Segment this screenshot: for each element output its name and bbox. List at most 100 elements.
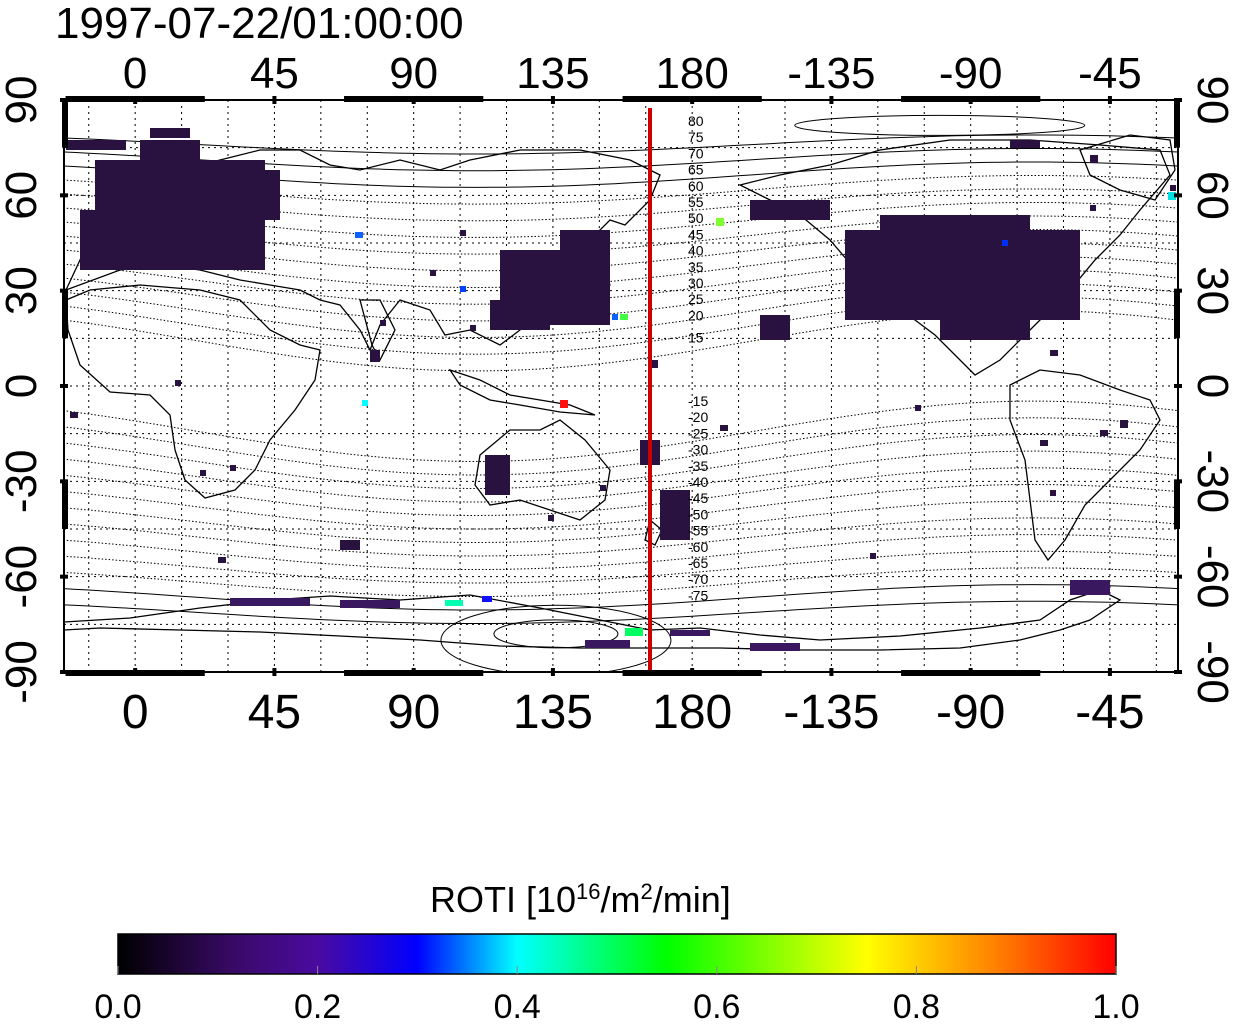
high-roti-points bbox=[355, 192, 1176, 636]
lat-label-right: -90 bbox=[1188, 640, 1237, 704]
magnetic-latitude-label: -55 bbox=[688, 523, 708, 539]
lon-label-top: 135 bbox=[516, 49, 589, 98]
north-america-cluster bbox=[750, 200, 1080, 340]
lon-label-top: 180 bbox=[655, 49, 728, 98]
magnetic-latitude-label: 50 bbox=[688, 210, 704, 226]
axis-labels: 0045459090135135180180-135-135-90-90-45-… bbox=[0, 49, 1237, 739]
lat-label-left: 0 bbox=[0, 374, 46, 398]
magnetic-latitude-label: -65 bbox=[688, 555, 708, 571]
lat-tick-left bbox=[60, 574, 68, 579]
magnetic-contour bbox=[64, 517, 1178, 557]
magnetic-latitude-label: -45 bbox=[688, 490, 708, 506]
magnetic-contour bbox=[64, 296, 1178, 355]
axis-band-top bbox=[65, 96, 205, 102]
lon-label-top: 0 bbox=[123, 49, 147, 98]
magnetic-latitude-label: 15 bbox=[688, 330, 704, 346]
lon-label-top: 45 bbox=[250, 49, 299, 98]
lat-tick-right bbox=[1174, 574, 1182, 579]
axis-band-bottom bbox=[65, 670, 205, 676]
lon-label-top: -90 bbox=[939, 49, 1003, 98]
plot-title: 1997-07-22/01:00:00 bbox=[55, 0, 464, 48]
magnetic-contour bbox=[64, 255, 1178, 305]
lon-tick-bottom bbox=[550, 668, 555, 676]
lon-tick-top bbox=[272, 96, 277, 104]
lon-tick-top bbox=[550, 96, 555, 104]
magnetic-contour bbox=[64, 215, 1178, 255]
magnetic-latitude-label: 65 bbox=[688, 162, 704, 178]
magnetic-latitude-label: -60 bbox=[688, 539, 708, 555]
magnetic-latitude-label: 75 bbox=[688, 129, 704, 145]
axis-band-right bbox=[1174, 290, 1180, 339]
magnetic-contour bbox=[64, 400, 1178, 463]
magnetic-pole-contour-south bbox=[440, 604, 672, 672]
magnetic-latitude-label: 45 bbox=[688, 226, 704, 242]
colorbar-tick-label: 0.2 bbox=[294, 988, 341, 1024]
lat-label-right: 0 bbox=[1188, 374, 1237, 398]
axis-band-top bbox=[622, 96, 762, 102]
colorbar-label-exponent: 16 bbox=[576, 879, 601, 904]
magnetic-latitude-label: -75 bbox=[688, 587, 708, 603]
lon-tick-bottom bbox=[1107, 668, 1112, 676]
lon-label-bottom: 180 bbox=[652, 686, 732, 739]
east-asia-cluster bbox=[490, 230, 610, 330]
magnetic-latitude-label: 25 bbox=[688, 291, 704, 307]
colorbar-tick-label: 1.0 bbox=[1092, 988, 1139, 1024]
magnetic-latitude-label: -15 bbox=[688, 393, 708, 409]
australia-coastline bbox=[474, 419, 611, 521]
axis-ticks bbox=[60, 96, 1182, 676]
magnetic-contour bbox=[64, 600, 1178, 624]
axis-band-right bbox=[1174, 481, 1180, 529]
magnetic-contour bbox=[64, 550, 1178, 584]
south-america-coastline bbox=[1009, 369, 1161, 562]
lat-tick-left bbox=[60, 384, 68, 388]
colorbar-title: ROTI [1016/m2/min] bbox=[430, 872, 731, 920]
magnetic-latitude-label: 55 bbox=[688, 194, 704, 210]
lon-tick-top bbox=[829, 96, 834, 104]
lon-label-bottom: -90 bbox=[936, 686, 1005, 739]
lat-tick-right bbox=[1174, 384, 1182, 388]
lon-label-bottom: 0 bbox=[122, 686, 149, 739]
roti-data-points bbox=[66, 128, 1176, 651]
magnetic-latitude-label: -35 bbox=[688, 458, 708, 474]
colorbar bbox=[117, 933, 1117, 975]
lon-label-bottom: 135 bbox=[513, 686, 593, 739]
axis-band-bottom bbox=[344, 670, 484, 676]
magnetic-contour bbox=[64, 309, 1178, 372]
india-coastline bbox=[359, 299, 396, 362]
colorbar-tick-label: 0.8 bbox=[893, 988, 940, 1024]
magnetic-latitude-label: 30 bbox=[688, 275, 704, 291]
colorbar-label-area-exponent: 2 bbox=[640, 879, 653, 904]
new-zealand-coastline bbox=[644, 518, 663, 546]
lon-tick-bottom bbox=[829, 668, 834, 676]
lat-label-left: -90 bbox=[0, 640, 46, 704]
lon-label-bottom: -45 bbox=[1075, 686, 1144, 739]
magnetic-latitude-label: 35 bbox=[688, 259, 704, 275]
lon-label-bottom: 90 bbox=[387, 686, 440, 739]
axis-band-bottom bbox=[901, 670, 1041, 676]
axis-band-top bbox=[344, 96, 484, 102]
magnetic-contour bbox=[64, 467, 1178, 517]
lat-label-right: 60 bbox=[1188, 171, 1237, 220]
colorbar-tick-label: 0.0 bbox=[94, 988, 141, 1024]
lon-tick-top bbox=[1107, 96, 1112, 104]
lat-label-right: -30 bbox=[1188, 450, 1237, 514]
lat-label-right: 90 bbox=[1188, 76, 1237, 125]
lat-tick-left bbox=[60, 193, 68, 198]
axis-band-bottom bbox=[622, 670, 762, 676]
axis-band-right bbox=[1174, 100, 1180, 148]
magnetic-latitude-label: -25 bbox=[688, 425, 708, 441]
greenland-coastline bbox=[1079, 134, 1176, 201]
lat-label-left: 30 bbox=[0, 266, 46, 315]
magnetic-latitude-label: -20 bbox=[688, 409, 708, 425]
lat-label-left: -30 bbox=[0, 450, 46, 514]
antarctic-cluster bbox=[230, 580, 1110, 651]
scattered-points bbox=[70, 140, 1176, 563]
magnetic-contour bbox=[64, 134, 1178, 155]
magnetic-contour bbox=[64, 534, 1178, 570]
magnetic-latitude-label: 70 bbox=[688, 145, 704, 161]
magnetic-latitude-label: 60 bbox=[688, 178, 704, 194]
colorbar-ticks: 0.0 0.2 0.4 0.6 0.8 1.0 bbox=[94, 966, 1140, 1024]
axis-band-left bbox=[62, 481, 68, 529]
lon-label-top: 90 bbox=[389, 49, 438, 98]
